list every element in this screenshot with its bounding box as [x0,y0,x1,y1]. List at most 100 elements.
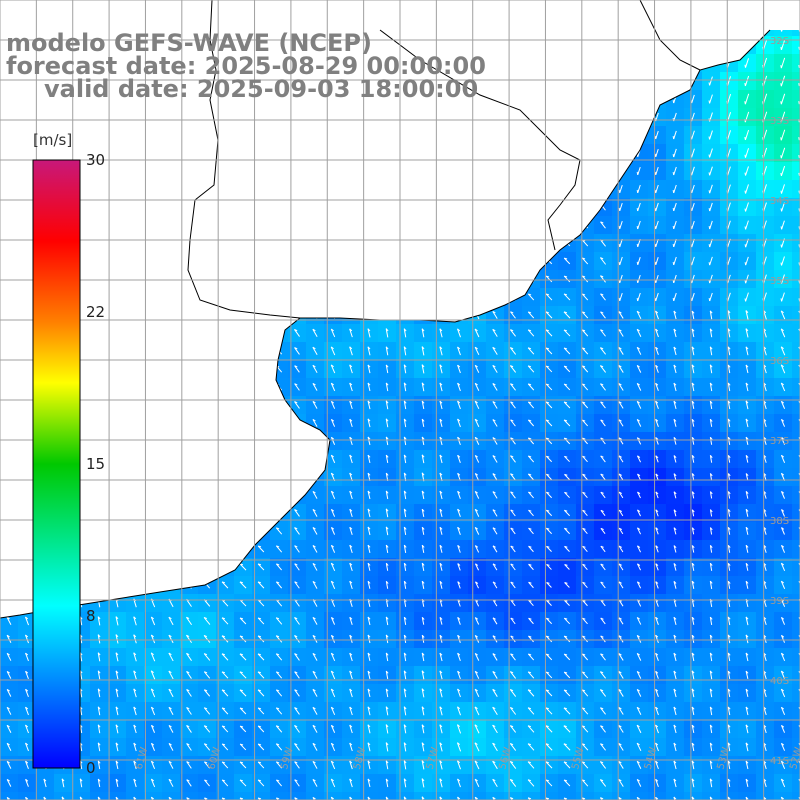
wind-arrow-head [780,310,784,314]
wind-arrow-head [600,509,604,512]
wind-arrow [655,653,659,661]
speed-cell [792,522,800,541]
wind-arrow-head [528,491,532,494]
wind-arrow [439,454,443,464]
wind-arrow-head [546,383,550,386]
wind-arrow [655,545,659,553]
wind-arrow [257,563,265,571]
wind-arrow [150,652,156,662]
wind-arrow-head [672,297,675,302]
wind-arrow [655,563,659,571]
wind-arrow [780,545,786,553]
wind-arrow [330,580,336,590]
wind-arrow [349,544,353,554]
wind-arrow [618,329,624,337]
wind-arrow-head [564,365,568,368]
wind-arrow [581,401,589,409]
wind-arrow-head [545,311,550,314]
wind-arrow-head [151,634,154,638]
wind-arrow-head [798,280,800,284]
wind-arrow [312,635,318,643]
wind-arrow [545,635,553,643]
wind-arrow-head [798,419,800,421]
wind-arrow-head [258,545,262,548]
wind-arrow [691,220,695,230]
wind-arrow-head [637,527,641,530]
wind-arrow [745,509,749,517]
wind-arrow-head [655,491,659,495]
wind-arrow-head [439,490,443,494]
wind-arrow-head [673,437,677,440]
wind-arrow [600,617,606,625]
wind-arrow [780,401,786,409]
wind-arrow [545,437,553,445]
wind-arrow [673,491,677,499]
wind-arrow [312,581,318,589]
wind-arrow-head [708,136,711,140]
wind-arrow [546,600,552,606]
wind-arrow [780,652,786,662]
wind-arrow [727,274,731,284]
wind-arrow-head [474,508,478,512]
wind-arrow-head [673,310,677,314]
wind-arrow-head [403,436,407,440]
wind-arrow-head [798,491,800,493]
wind-arrow [385,418,389,428]
wind-arrow [780,147,786,159]
wind-arrow [691,437,695,445]
wind-arrow [636,599,642,607]
wind-arrow [457,400,461,410]
wind-arrow [203,617,211,625]
wind-arrow-head [636,328,640,332]
wind-arrow-head [709,436,713,440]
wind-arrow-head [385,346,389,350]
wind-arrow-head [636,364,640,368]
wind-arrow [636,310,642,320]
wind-arrow [745,491,749,499]
wind-arrow-head [349,454,353,458]
speed-cell [792,594,800,613]
wind-arrow-head [528,635,532,638]
wind-arrow [673,581,677,589]
wind-arrow-head [781,400,785,404]
wind-arrow-head [457,364,461,368]
wind-arrow [439,581,443,589]
wind-arrow [312,509,318,517]
wind-arrow-head [474,400,478,404]
wind-arrow [600,581,606,589]
wind-arrow [781,527,785,535]
wind-arrow [709,545,713,553]
wind-arrow [618,383,624,391]
wind-arrow [745,274,749,284]
wind-arrow [403,526,407,536]
wind-arrow [294,509,300,517]
wind-arrow-head [673,634,677,638]
wind-arrow-head [115,616,119,620]
wind-arrow [655,257,659,265]
wind-arrow-head [367,436,371,440]
speed-cell [792,630,800,649]
wind-arrow [385,544,389,554]
wind-arrow-head [115,652,119,656]
wind-arrow [527,401,535,409]
wind-arrow [581,329,589,337]
wind-arrow [780,364,786,374]
wind-arrow-head [421,544,425,548]
wind-arrow-head [745,562,749,566]
wind-arrow-head [546,455,550,458]
wind-arrow [655,599,659,607]
wind-arrow-head [655,509,659,513]
wind-arrow-head [492,310,496,314]
wind-arrow [618,509,624,517]
wind-arrow-head [312,634,316,638]
wind-arrow-head [403,544,407,548]
wind-arrow-head [492,527,496,530]
wind-arrow [385,616,389,626]
wind-arrow-head [672,243,675,248]
wind-arrow [636,383,642,391]
speed-cell [792,54,800,73]
wind-arrow-head [439,382,443,386]
wind-arrow [275,563,283,571]
wind-arrow-head [691,491,695,495]
wind-arrow [421,346,425,356]
